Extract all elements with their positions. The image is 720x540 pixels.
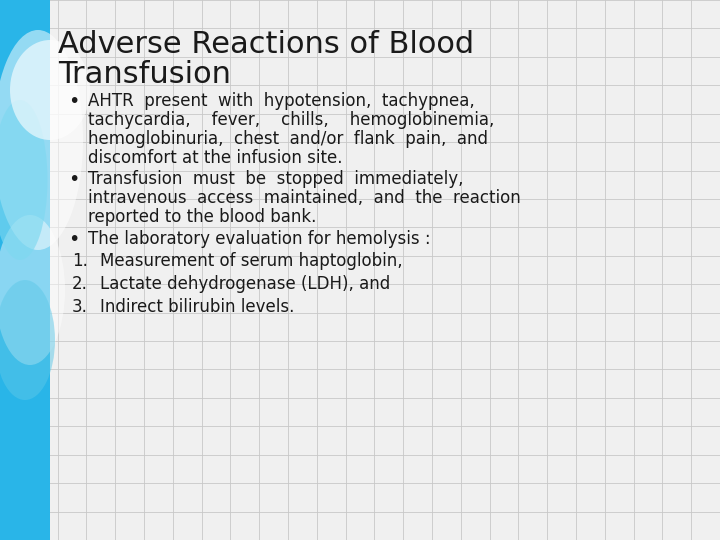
Ellipse shape — [10, 40, 90, 140]
Text: •: • — [68, 170, 79, 189]
Text: Measurement of serum haptoglobin,: Measurement of serum haptoglobin, — [100, 252, 402, 270]
Text: 1.: 1. — [72, 252, 88, 270]
Text: Transfusion: Transfusion — [58, 60, 231, 89]
Text: Adverse Reactions of Blood: Adverse Reactions of Blood — [58, 30, 474, 59]
Text: AHTR  present  with  hypotension,  tachypnea,: AHTR present with hypotension, tachypnea… — [88, 92, 474, 110]
Text: 2.: 2. — [72, 275, 88, 293]
Text: Lactate dehydrogenase (LDH), and: Lactate dehydrogenase (LDH), and — [100, 275, 390, 293]
Ellipse shape — [0, 215, 65, 365]
Bar — [0, 0, 50, 540]
Text: 3.: 3. — [72, 298, 88, 316]
Text: hemoglobinuria,  chest  and/or  flank  pain,  and: hemoglobinuria, chest and/or flank pain,… — [88, 130, 488, 148]
Text: discomfort at the infusion site.: discomfort at the infusion site. — [88, 149, 343, 167]
Text: •: • — [68, 230, 79, 249]
Ellipse shape — [0, 100, 48, 260]
Text: Indirect bilirubin levels.: Indirect bilirubin levels. — [100, 298, 294, 316]
Text: Transfusion  must  be  stopped  immediately,: Transfusion must be stopped immediately, — [88, 170, 464, 188]
Text: reported to the blood bank.: reported to the blood bank. — [88, 208, 316, 226]
Text: intravenous  access  maintained,  and  the  reaction: intravenous access maintained, and the r… — [88, 189, 521, 207]
Text: •: • — [68, 92, 79, 111]
Text: tachycardia,    fever,    chills,    hemoglobinemia,: tachycardia, fever, chills, hemoglobinem… — [88, 111, 495, 129]
Ellipse shape — [0, 30, 83, 250]
Ellipse shape — [0, 280, 55, 400]
Text: The laboratory evaluation for hemolysis :: The laboratory evaluation for hemolysis … — [88, 230, 431, 248]
